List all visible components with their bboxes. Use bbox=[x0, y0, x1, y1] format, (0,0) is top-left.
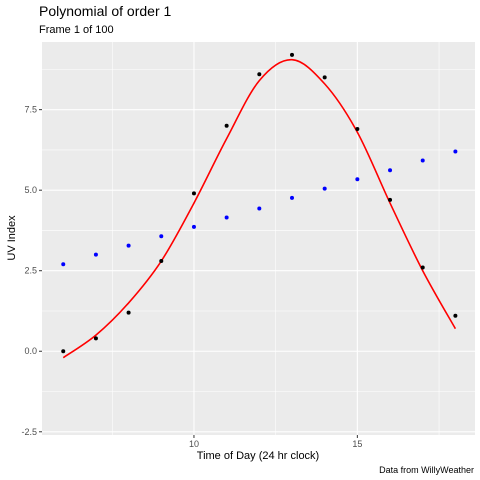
x-tick-label: 10 bbox=[189, 439, 199, 449]
fitted-point bbox=[61, 262, 66, 267]
observed-points-layer bbox=[61, 52, 458, 354]
fitted-point bbox=[453, 149, 458, 154]
chart-title: Polynomial of order 1 bbox=[39, 3, 172, 19]
observed-point bbox=[355, 126, 360, 131]
y-axis: -2.5 0.0 2.5 5.0 7.5 bbox=[21, 105, 42, 437]
fitted-point bbox=[224, 215, 229, 220]
observed-point bbox=[126, 310, 131, 315]
fitted-point bbox=[388, 168, 393, 173]
y-tick-label: -2.5 bbox=[21, 427, 37, 437]
minor-gridlines bbox=[42, 42, 475, 435]
fitted-point bbox=[257, 206, 262, 211]
fitted-point bbox=[322, 186, 327, 191]
smooth-fit-line bbox=[62, 58, 457, 359]
smooth-curve-layer bbox=[62, 58, 457, 359]
x-axis: 10 15 bbox=[189, 435, 362, 449]
observed-point bbox=[420, 265, 425, 270]
fitted-point bbox=[159, 234, 164, 239]
data-source-caption: Data from WillyWeather bbox=[379, 465, 474, 475]
observed-point bbox=[322, 75, 327, 80]
observed-point bbox=[257, 72, 262, 77]
observed-point bbox=[289, 52, 294, 57]
fitted-point bbox=[420, 158, 425, 163]
observed-point bbox=[453, 313, 458, 318]
plot-panel bbox=[42, 42, 475, 435]
y-tick-label: 7.5 bbox=[24, 105, 37, 115]
observed-point bbox=[61, 349, 66, 354]
fitted-point bbox=[289, 195, 294, 200]
y-tick-label: 2.5 bbox=[24, 266, 37, 276]
observed-point bbox=[388, 197, 393, 202]
y-tick-label: 0.0 bbox=[24, 346, 37, 356]
fitted-points-layer bbox=[61, 149, 458, 267]
observed-point bbox=[191, 191, 196, 196]
x-tick-label: 15 bbox=[352, 439, 362, 449]
fitted-point bbox=[126, 243, 131, 248]
x-axis-title: Time of Day (24 hr clock) bbox=[197, 450, 319, 462]
fitted-point bbox=[355, 177, 360, 182]
y-axis-title: UV Index bbox=[6, 215, 18, 261]
observed-point bbox=[93, 336, 98, 341]
chart-subtitle: Frame 1 of 100 bbox=[39, 24, 114, 36]
observed-point bbox=[224, 123, 229, 128]
fitted-point bbox=[191, 224, 196, 229]
fitted-point bbox=[93, 252, 98, 257]
observed-point bbox=[159, 259, 164, 264]
major-gridlines bbox=[42, 42, 475, 435]
y-tick-label: 5.0 bbox=[24, 185, 37, 195]
